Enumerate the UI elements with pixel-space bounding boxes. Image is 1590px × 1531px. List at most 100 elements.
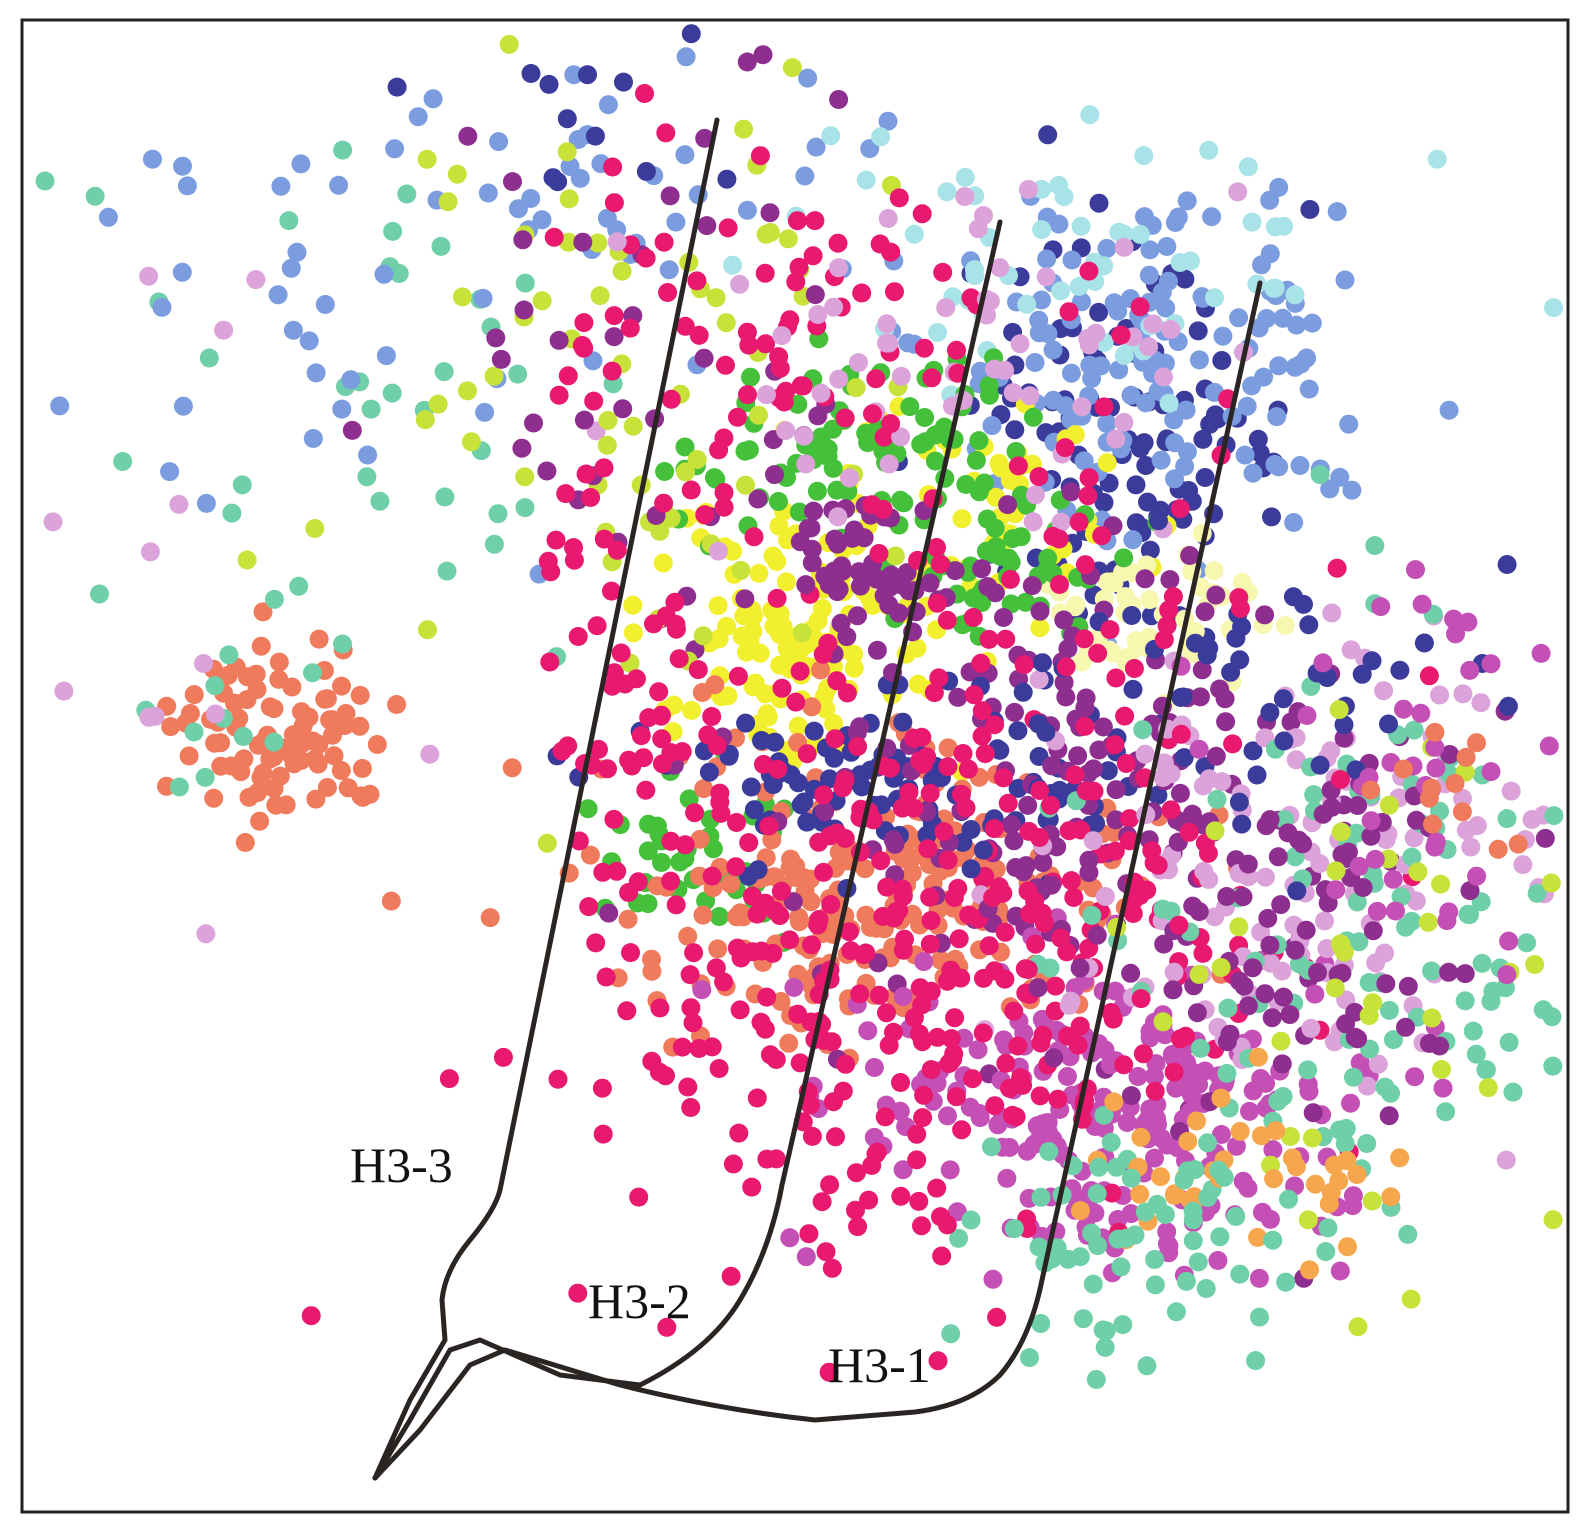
event-dot — [1210, 1227, 1230, 1247]
event-dot — [1047, 837, 1067, 857]
event-dot — [869, 985, 889, 1005]
event-dot — [739, 335, 759, 355]
event-dot — [835, 770, 855, 790]
event-dot — [1313, 653, 1333, 673]
event-dot — [205, 733, 225, 753]
event-dot — [1170, 1029, 1190, 1049]
event-dot — [1028, 978, 1048, 998]
event-dot — [143, 149, 162, 169]
event-dot — [1084, 759, 1103, 779]
event-dot — [248, 735, 268, 755]
event-dot — [892, 575, 912, 595]
event-dot — [1243, 463, 1263, 483]
event-dot — [1124, 659, 1144, 678]
event-dot — [893, 987, 913, 1006]
event-dot — [1193, 429, 1213, 449]
event-dot — [1074, 451, 1094, 471]
event-dot — [847, 723, 867, 743]
event-dot — [918, 839, 938, 859]
event-dot — [912, 204, 932, 224]
event-dot — [793, 376, 813, 396]
event-dot — [1412, 594, 1432, 614]
event-dot — [699, 762, 719, 782]
event-dot — [1061, 871, 1081, 891]
event-dot — [219, 645, 239, 665]
event-dot — [743, 606, 763, 626]
event-dot — [765, 901, 785, 921]
event-dot — [1159, 393, 1179, 413]
event-dot — [1426, 758, 1446, 778]
event-dot — [284, 754, 304, 774]
event-dot — [1014, 655, 1034, 675]
event-dot — [1257, 309, 1277, 328]
event-dot — [682, 700, 701, 720]
event-dot — [1296, 920, 1316, 940]
event-dot — [993, 768, 1013, 788]
event-dot — [877, 1003, 896, 1023]
event-dot — [1149, 511, 1168, 531]
event-dot — [945, 1008, 965, 1028]
event-dot — [1453, 788, 1472, 808]
event-dot — [1094, 397, 1114, 417]
event-dot — [1196, 1279, 1216, 1298]
event-dot — [1029, 467, 1049, 487]
event-dot — [552, 741, 572, 761]
event-dot — [357, 467, 377, 487]
event-dot — [331, 761, 351, 780]
event-dot — [1267, 407, 1287, 427]
event-dot — [1123, 530, 1143, 550]
event-dot — [1140, 540, 1160, 560]
event-dot — [1212, 351, 1232, 370]
event-dot — [329, 175, 349, 195]
event-dot — [989, 877, 1009, 897]
event-dot — [614, 72, 633, 92]
event-dot — [760, 1045, 780, 1065]
event-dot — [1038, 1122, 1058, 1142]
event-dot — [381, 891, 401, 911]
event-dot — [932, 1246, 952, 1266]
event-dot — [1243, 741, 1263, 761]
event-dot — [599, 903, 619, 923]
event-dot — [585, 126, 605, 146]
event-dot — [1033, 853, 1053, 873]
event-dot — [588, 233, 608, 253]
event-dot — [889, 188, 909, 208]
event-dot — [681, 998, 701, 1018]
event-dot — [786, 692, 806, 712]
event-dot — [1211, 1088, 1231, 1108]
event-dot — [1102, 1183, 1122, 1203]
event-dot — [797, 812, 817, 832]
event-dot — [893, 887, 913, 907]
event-dot — [564, 550, 584, 570]
event-dot — [1038, 324, 1058, 344]
event-dot — [1381, 1187, 1401, 1207]
event-dot — [1001, 552, 1021, 572]
event-dot — [912, 1216, 931, 1236]
event-dot — [549, 385, 569, 405]
event-dot — [1368, 1054, 1388, 1074]
event-dot — [239, 787, 259, 807]
event-dot — [1232, 814, 1252, 834]
event-dot — [1544, 806, 1564, 826]
well-label: H3-1 — [828, 1337, 931, 1393]
event-dot — [800, 1095, 820, 1115]
event-dot — [1098, 572, 1117, 592]
event-dot — [718, 218, 738, 238]
event-dot — [925, 451, 945, 471]
event-dot — [1406, 810, 1426, 830]
event-dot — [1396, 917, 1415, 937]
event-dot — [1271, 1031, 1291, 1051]
event-dot — [985, 961, 1004, 981]
event-dot — [869, 544, 889, 563]
event-dot — [1327, 558, 1347, 578]
event-dot — [264, 732, 284, 752]
event-dot — [1287, 315, 1306, 335]
event-dot — [581, 488, 601, 507]
event-dot — [949, 1228, 969, 1248]
event-dot — [1117, 1113, 1137, 1132]
event-dot — [1456, 747, 1476, 767]
event-dot — [383, 221, 403, 241]
event-dot — [756, 334, 776, 354]
event-dot — [855, 859, 875, 879]
event-dot — [532, 210, 552, 230]
